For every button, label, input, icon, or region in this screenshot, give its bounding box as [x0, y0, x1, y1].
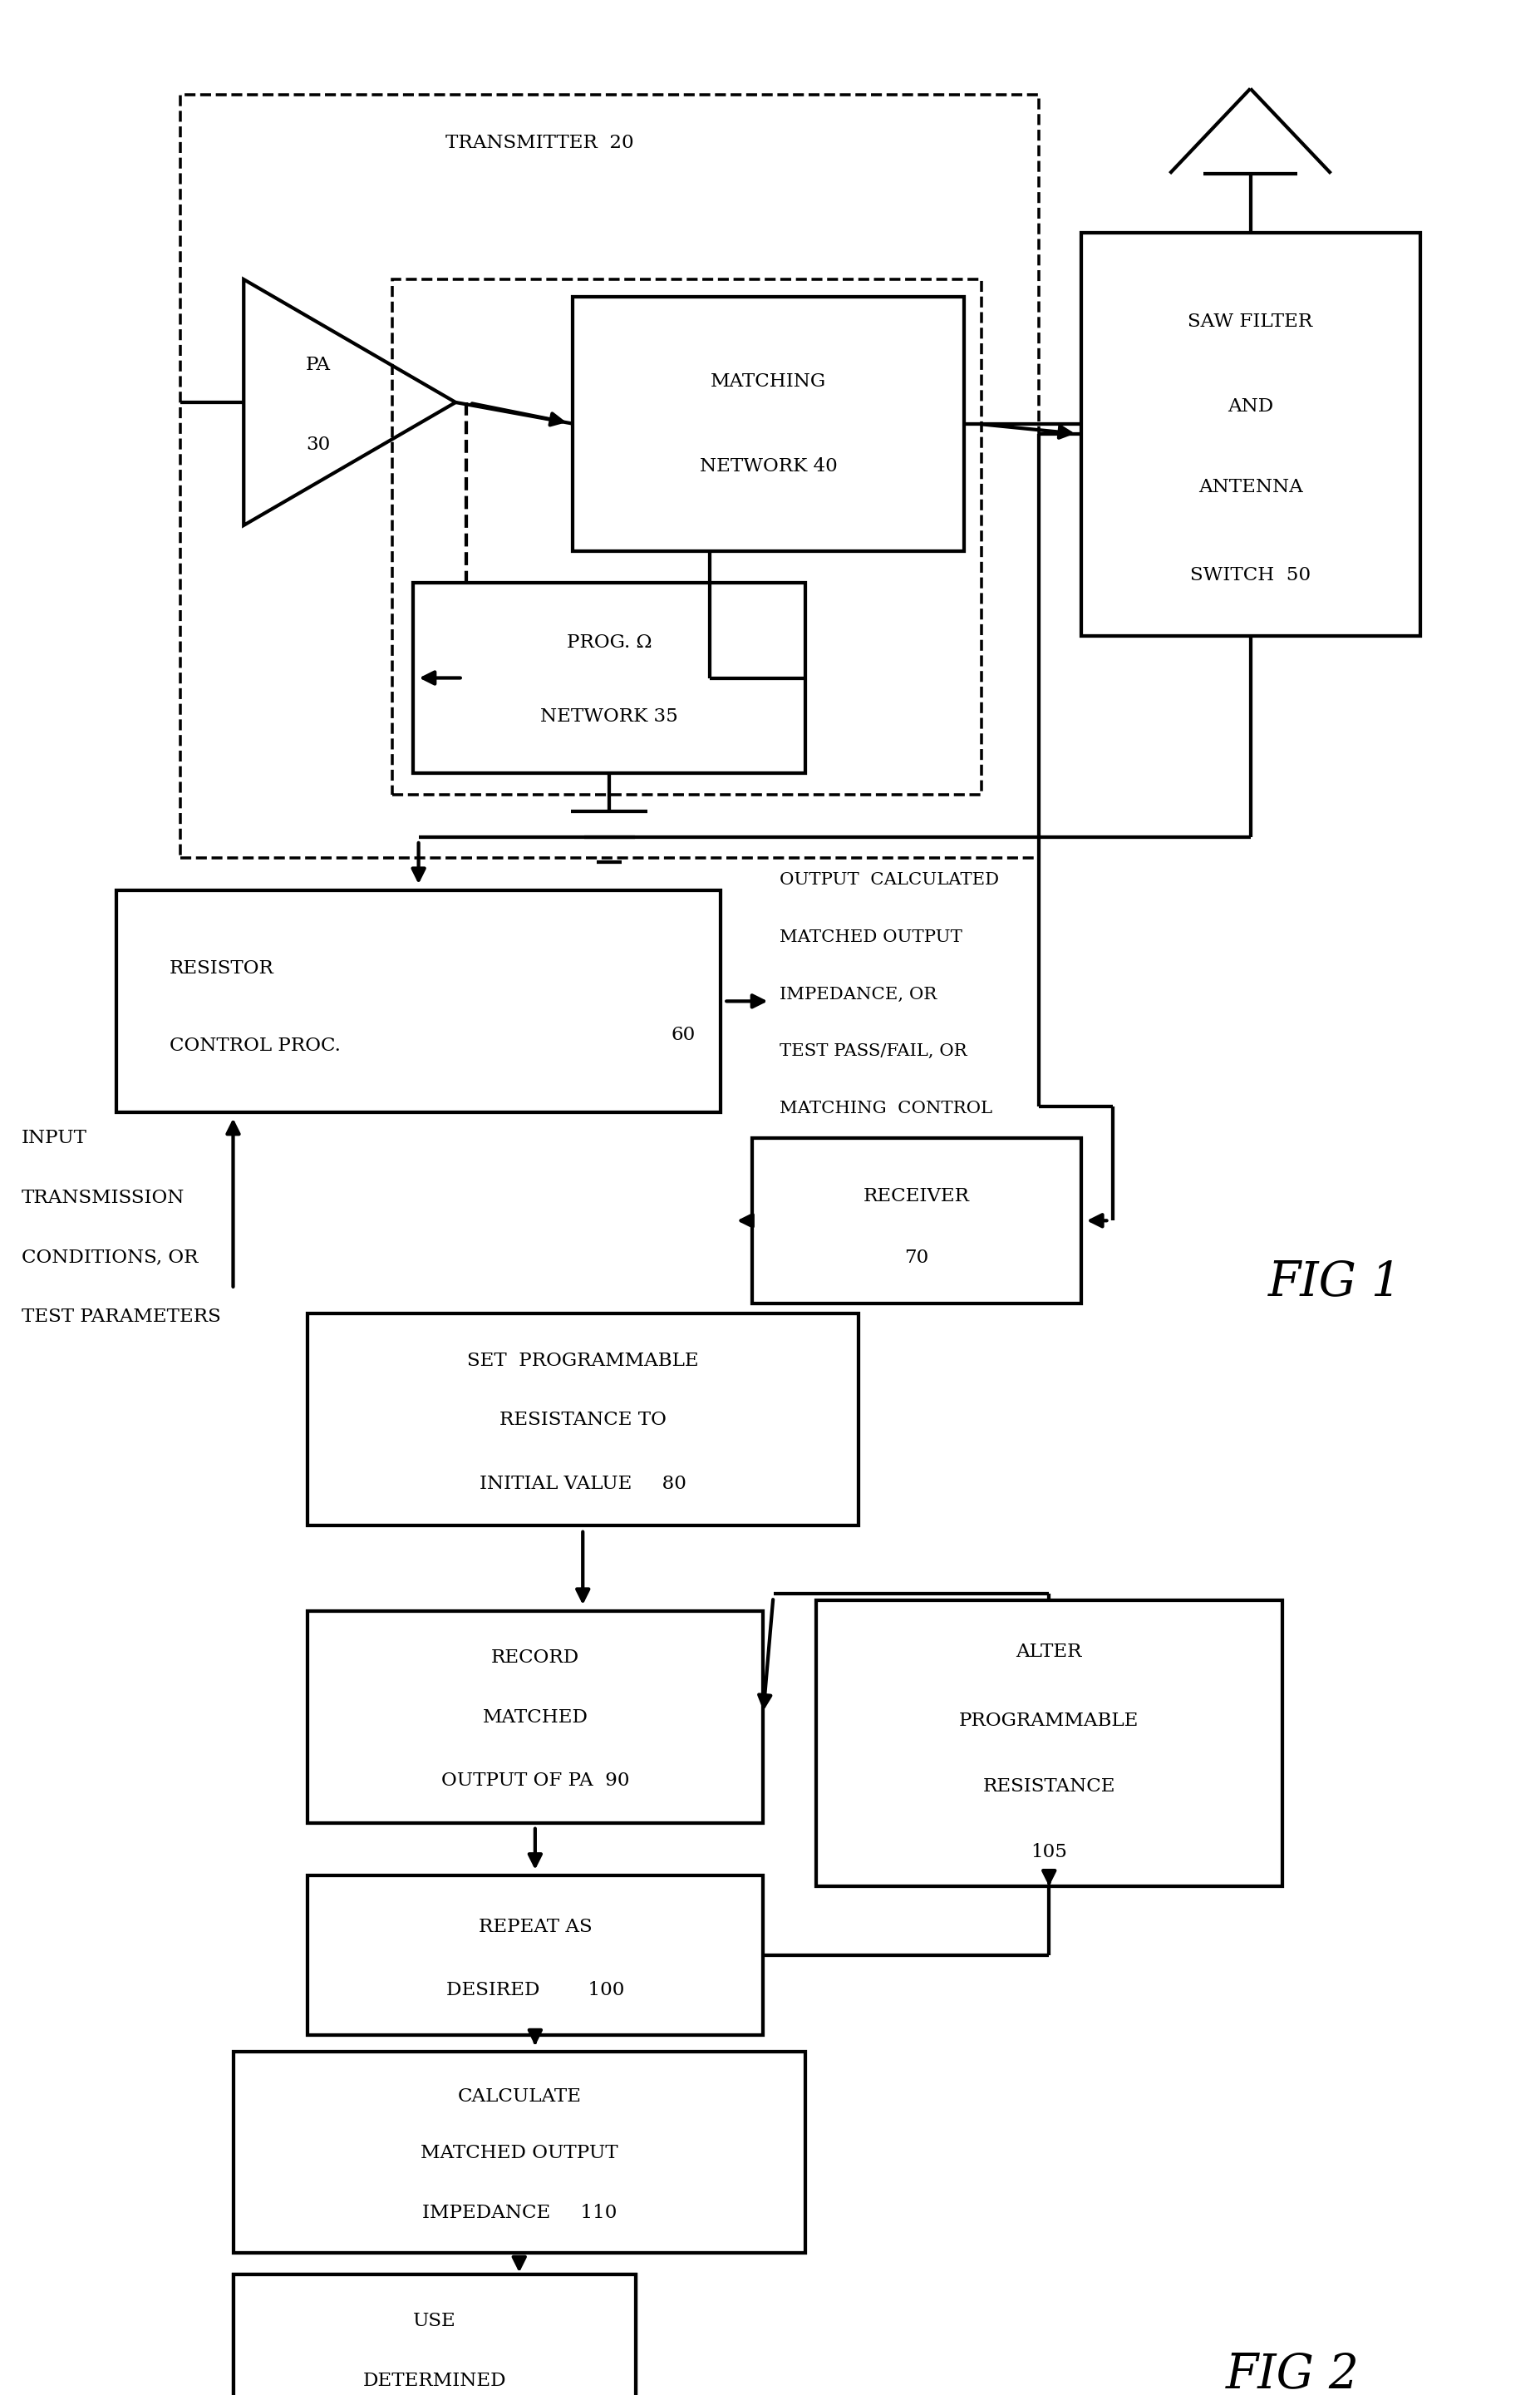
Text: AND: AND — [1227, 398, 1272, 414]
Bar — [1081, 232, 1420, 635]
Text: OUTPUT OF PA  90: OUTPUT OF PA 90 — [440, 1772, 628, 1789]
Text: NETWORK 35: NETWORK 35 — [541, 707, 678, 726]
Text: MATCHING: MATCHING — [710, 371, 825, 390]
Text: RESISTANCE TO: RESISTANCE TO — [499, 1411, 665, 1430]
Text: TRANSMISSION: TRANSMISSION — [22, 1188, 185, 1207]
Text: MATCHING  CONTROL: MATCHING CONTROL — [779, 1102, 992, 1116]
Text: RESISTANCE: RESISTANCE — [983, 1777, 1115, 1796]
Bar — [306, 1612, 762, 1823]
Bar — [233, 2275, 636, 2395]
Text: DETERMINED: DETERMINED — [362, 2371, 507, 2390]
Text: MATCHED: MATCHED — [482, 1708, 588, 1727]
Text: SET  PROGRAMMABLE: SET PROGRAMMABLE — [467, 1351, 698, 1370]
Bar — [180, 96, 1038, 857]
Text: TEST PASS/FAIL, OR: TEST PASS/FAIL, OR — [779, 1044, 967, 1059]
Text: CONTROL PROC.: CONTROL PROC. — [169, 1037, 340, 1056]
Text: PROG. Ω: PROG. Ω — [567, 632, 651, 651]
Text: OUTPUT  CALCULATED: OUTPUT CALCULATED — [779, 872, 999, 889]
Text: PA: PA — [305, 354, 330, 374]
Text: CALCULATE: CALCULATE — [457, 2086, 581, 2105]
Text: NETWORK 40: NETWORK 40 — [699, 457, 836, 477]
Text: SWITCH  50: SWITCH 50 — [1189, 565, 1311, 584]
Text: RECORD: RECORD — [491, 1648, 579, 1667]
Text: TRANSMITTER  20: TRANSMITTER 20 — [445, 134, 633, 151]
Bar — [117, 891, 721, 1114]
Text: MATCHED OUTPUT: MATCHED OUTPUT — [420, 2144, 618, 2160]
Text: PROGRAMMABLE: PROGRAMMABLE — [959, 1712, 1138, 1729]
Text: DESIRED        100: DESIRED 100 — [445, 1981, 624, 2000]
Bar — [233, 2275, 636, 2395]
Bar — [306, 1875, 762, 2036]
Text: MATCHED OUTPUT: MATCHED OUTPUT — [779, 929, 962, 944]
Text: FIG 1: FIG 1 — [1267, 1260, 1401, 1305]
Text: REPEAT AS: REPEAT AS — [477, 1918, 591, 1935]
Bar — [306, 1315, 858, 1526]
Text: SAW FILTER: SAW FILTER — [1187, 314, 1312, 331]
Text: 70: 70 — [904, 1248, 929, 1267]
Text: INPUT: INPUT — [22, 1128, 86, 1147]
Text: RECEIVER: RECEIVER — [862, 1188, 969, 1205]
Text: CONDITIONS, OR: CONDITIONS, OR — [22, 1248, 197, 1267]
Text: RESISTOR: RESISTOR — [169, 958, 274, 977]
Text: INITIAL VALUE     80: INITIAL VALUE 80 — [479, 1475, 685, 1492]
Bar — [391, 280, 981, 795]
Text: 30: 30 — [305, 436, 330, 455]
Bar — [233, 2053, 805, 2254]
Text: 60: 60 — [670, 1025, 695, 1044]
Text: FIG 2: FIG 2 — [1226, 2349, 1358, 2395]
Bar — [816, 1600, 1281, 1887]
Bar — [413, 582, 805, 774]
Bar — [571, 297, 964, 551]
Text: IMPEDANCE, OR: IMPEDANCE, OR — [779, 987, 936, 1001]
Text: TEST PARAMETERS: TEST PARAMETERS — [22, 1308, 220, 1324]
Text: ANTENNA: ANTENNA — [1198, 477, 1301, 496]
Text: ALTER: ALTER — [1015, 1643, 1081, 1660]
Text: 105: 105 — [1030, 1842, 1067, 1861]
Bar — [752, 1138, 1081, 1303]
Text: USE: USE — [413, 2311, 456, 2330]
Text: IMPEDANCE     110: IMPEDANCE 110 — [422, 2203, 616, 2223]
